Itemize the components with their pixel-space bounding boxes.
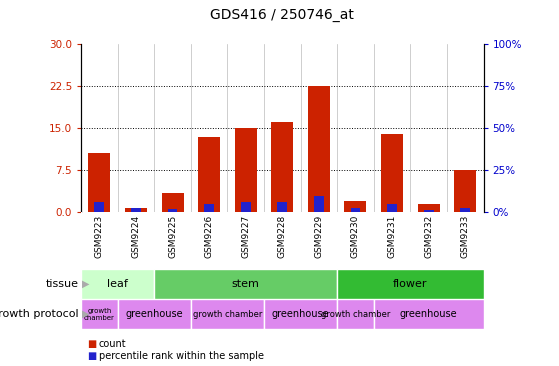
Text: GDS416 / 250746_at: GDS416 / 250746_at — [210, 8, 354, 22]
Text: tissue: tissue — [45, 279, 78, 289]
Bar — [191, 299, 264, 329]
Text: GSM9227: GSM9227 — [241, 215, 250, 258]
Bar — [94, 202, 105, 212]
Text: flower: flower — [393, 279, 428, 289]
Bar — [454, 170, 476, 212]
Text: growth
chamber: growth chamber — [84, 307, 115, 321]
Bar — [277, 202, 287, 212]
Text: percentile rank within the sample: percentile rank within the sample — [99, 351, 264, 362]
Text: stem: stem — [232, 279, 259, 289]
Text: GSM9230: GSM9230 — [351, 215, 360, 258]
Bar — [337, 269, 484, 299]
Bar — [337, 299, 374, 329]
Bar — [344, 201, 367, 212]
Bar — [381, 134, 403, 212]
Text: ▶: ▶ — [82, 279, 89, 289]
Text: ■: ■ — [87, 339, 96, 349]
Bar — [308, 86, 330, 212]
Bar — [460, 208, 470, 212]
Text: GSM9223: GSM9223 — [95, 215, 104, 258]
Bar — [241, 202, 250, 212]
Bar — [117, 299, 191, 329]
Bar — [418, 204, 439, 212]
Text: GSM9231: GSM9231 — [387, 215, 396, 258]
Text: GSM9233: GSM9233 — [461, 215, 470, 258]
Bar — [350, 208, 361, 212]
Text: greenhouse: greenhouse — [272, 309, 329, 319]
Text: count: count — [99, 339, 126, 349]
Text: growth chamber: growth chamber — [321, 310, 390, 318]
Bar — [131, 208, 141, 212]
Text: growth protocol: growth protocol — [0, 309, 78, 319]
Bar — [204, 204, 214, 212]
Bar — [154, 269, 337, 299]
Bar — [81, 269, 154, 299]
Bar — [271, 123, 293, 212]
Bar — [424, 210, 434, 212]
Text: leaf: leaf — [107, 279, 128, 289]
Text: GSM9229: GSM9229 — [314, 215, 324, 258]
Text: greenhouse: greenhouse — [125, 309, 183, 319]
Bar — [314, 196, 324, 212]
Text: GSM9228: GSM9228 — [278, 215, 287, 258]
Text: GSM9232: GSM9232 — [424, 215, 433, 258]
Bar — [162, 193, 183, 212]
Bar — [264, 299, 337, 329]
Bar — [387, 204, 397, 212]
Text: GSM9226: GSM9226 — [205, 215, 214, 258]
Text: GSM9225: GSM9225 — [168, 215, 177, 258]
Bar — [168, 209, 177, 212]
Text: ■: ■ — [87, 351, 96, 362]
Bar — [125, 208, 147, 212]
Bar — [374, 299, 484, 329]
Text: ▶: ▶ — [82, 309, 89, 319]
Text: greenhouse: greenhouse — [400, 309, 457, 319]
Bar — [198, 137, 220, 212]
Text: GSM9224: GSM9224 — [131, 215, 140, 258]
Bar — [235, 128, 257, 212]
Text: growth chamber: growth chamber — [193, 310, 262, 318]
Bar — [88, 153, 110, 212]
Bar — [81, 299, 117, 329]
